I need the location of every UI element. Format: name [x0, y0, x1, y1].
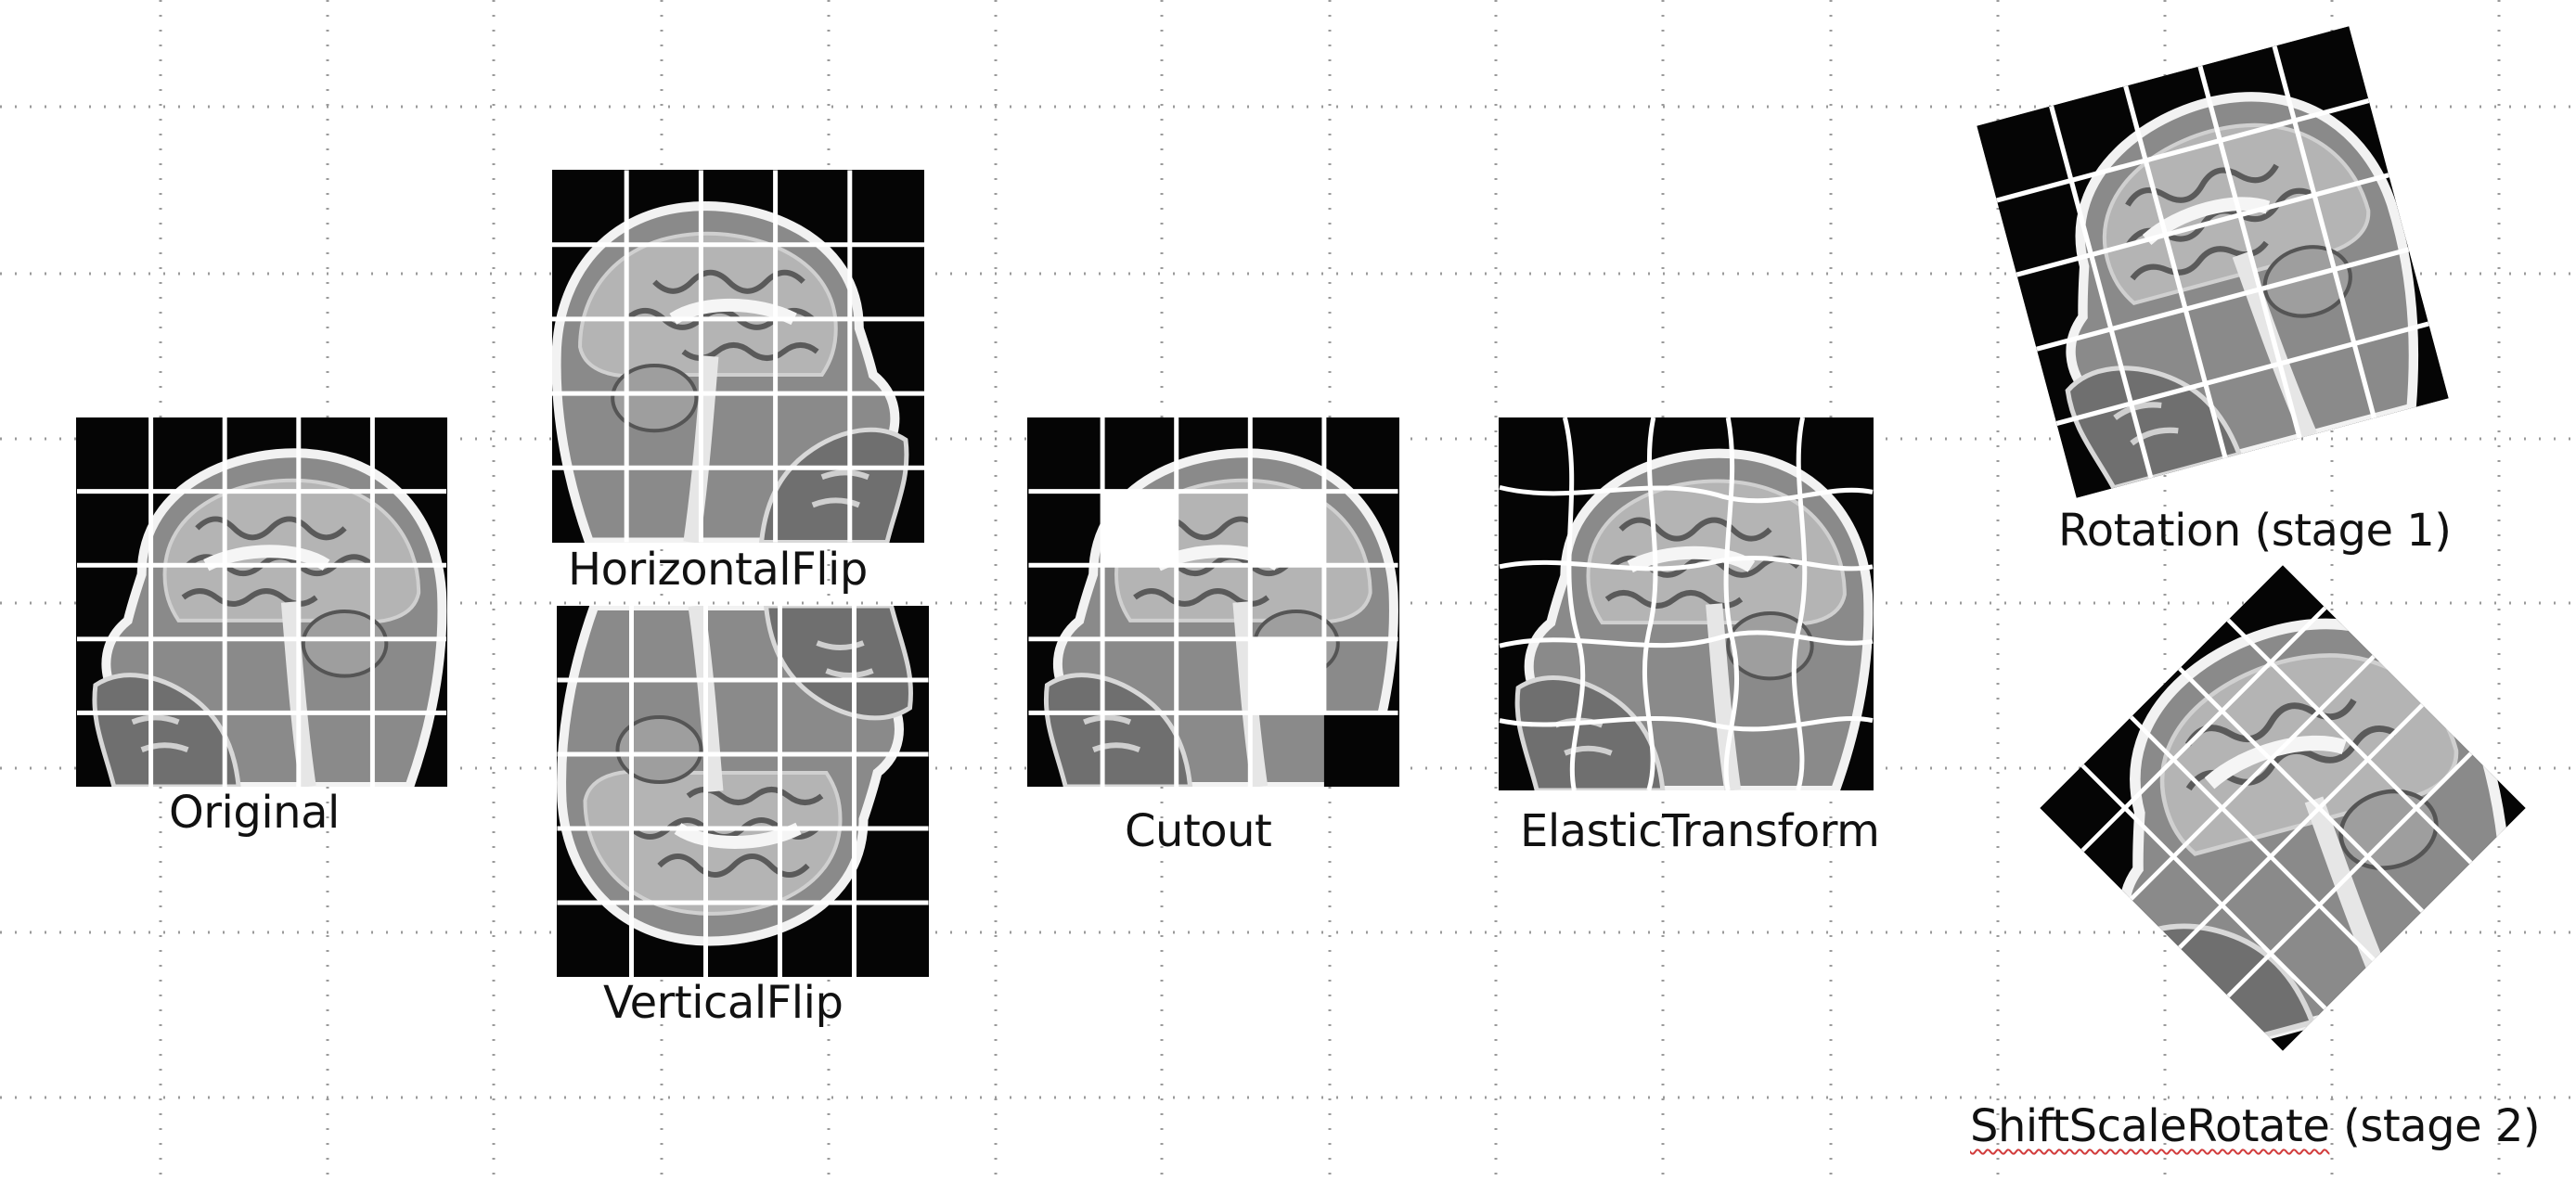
cutout-label: Cutout [1125, 805, 1272, 857]
mri-sagittal-head-icon [1977, 26, 2449, 498]
elastic-transform-panel [1499, 417, 1874, 790]
mri-sagittal-head-icon [1499, 417, 1874, 790]
mri-sagittal-head-icon [557, 606, 929, 977]
rotation-panel [1977, 26, 2449, 498]
cutout-panel [1027, 417, 1399, 787]
shift-scale-rotate-word: ShiftScaleRotate [1970, 1100, 2330, 1152]
rotation-label: Rotation (stage 1) [2058, 505, 2452, 557]
horizontal-flip-panel [552, 170, 924, 543]
elastic-transform-label: ElasticTransform [1520, 805, 1880, 857]
horizontal-flip-label: HorizontalFlip [568, 544, 868, 596]
shift-scale-rotate-stage: (stage 2) [2329, 1100, 2541, 1152]
mri-sagittal-head-icon [77, 417, 447, 787]
vertical-flip-label: VerticalFlip [603, 977, 844, 1029]
mri-sagittal-head-icon [552, 170, 924, 543]
original-label: Original [169, 787, 340, 839]
mri-sagittal-head-icon [1028, 417, 1398, 787]
vertical-flip-panel [557, 606, 929, 977]
shift-scale-rotate-label: ShiftScaleRotate (stage 2) [1970, 1104, 2541, 1149]
original-panel [76, 417, 447, 787]
